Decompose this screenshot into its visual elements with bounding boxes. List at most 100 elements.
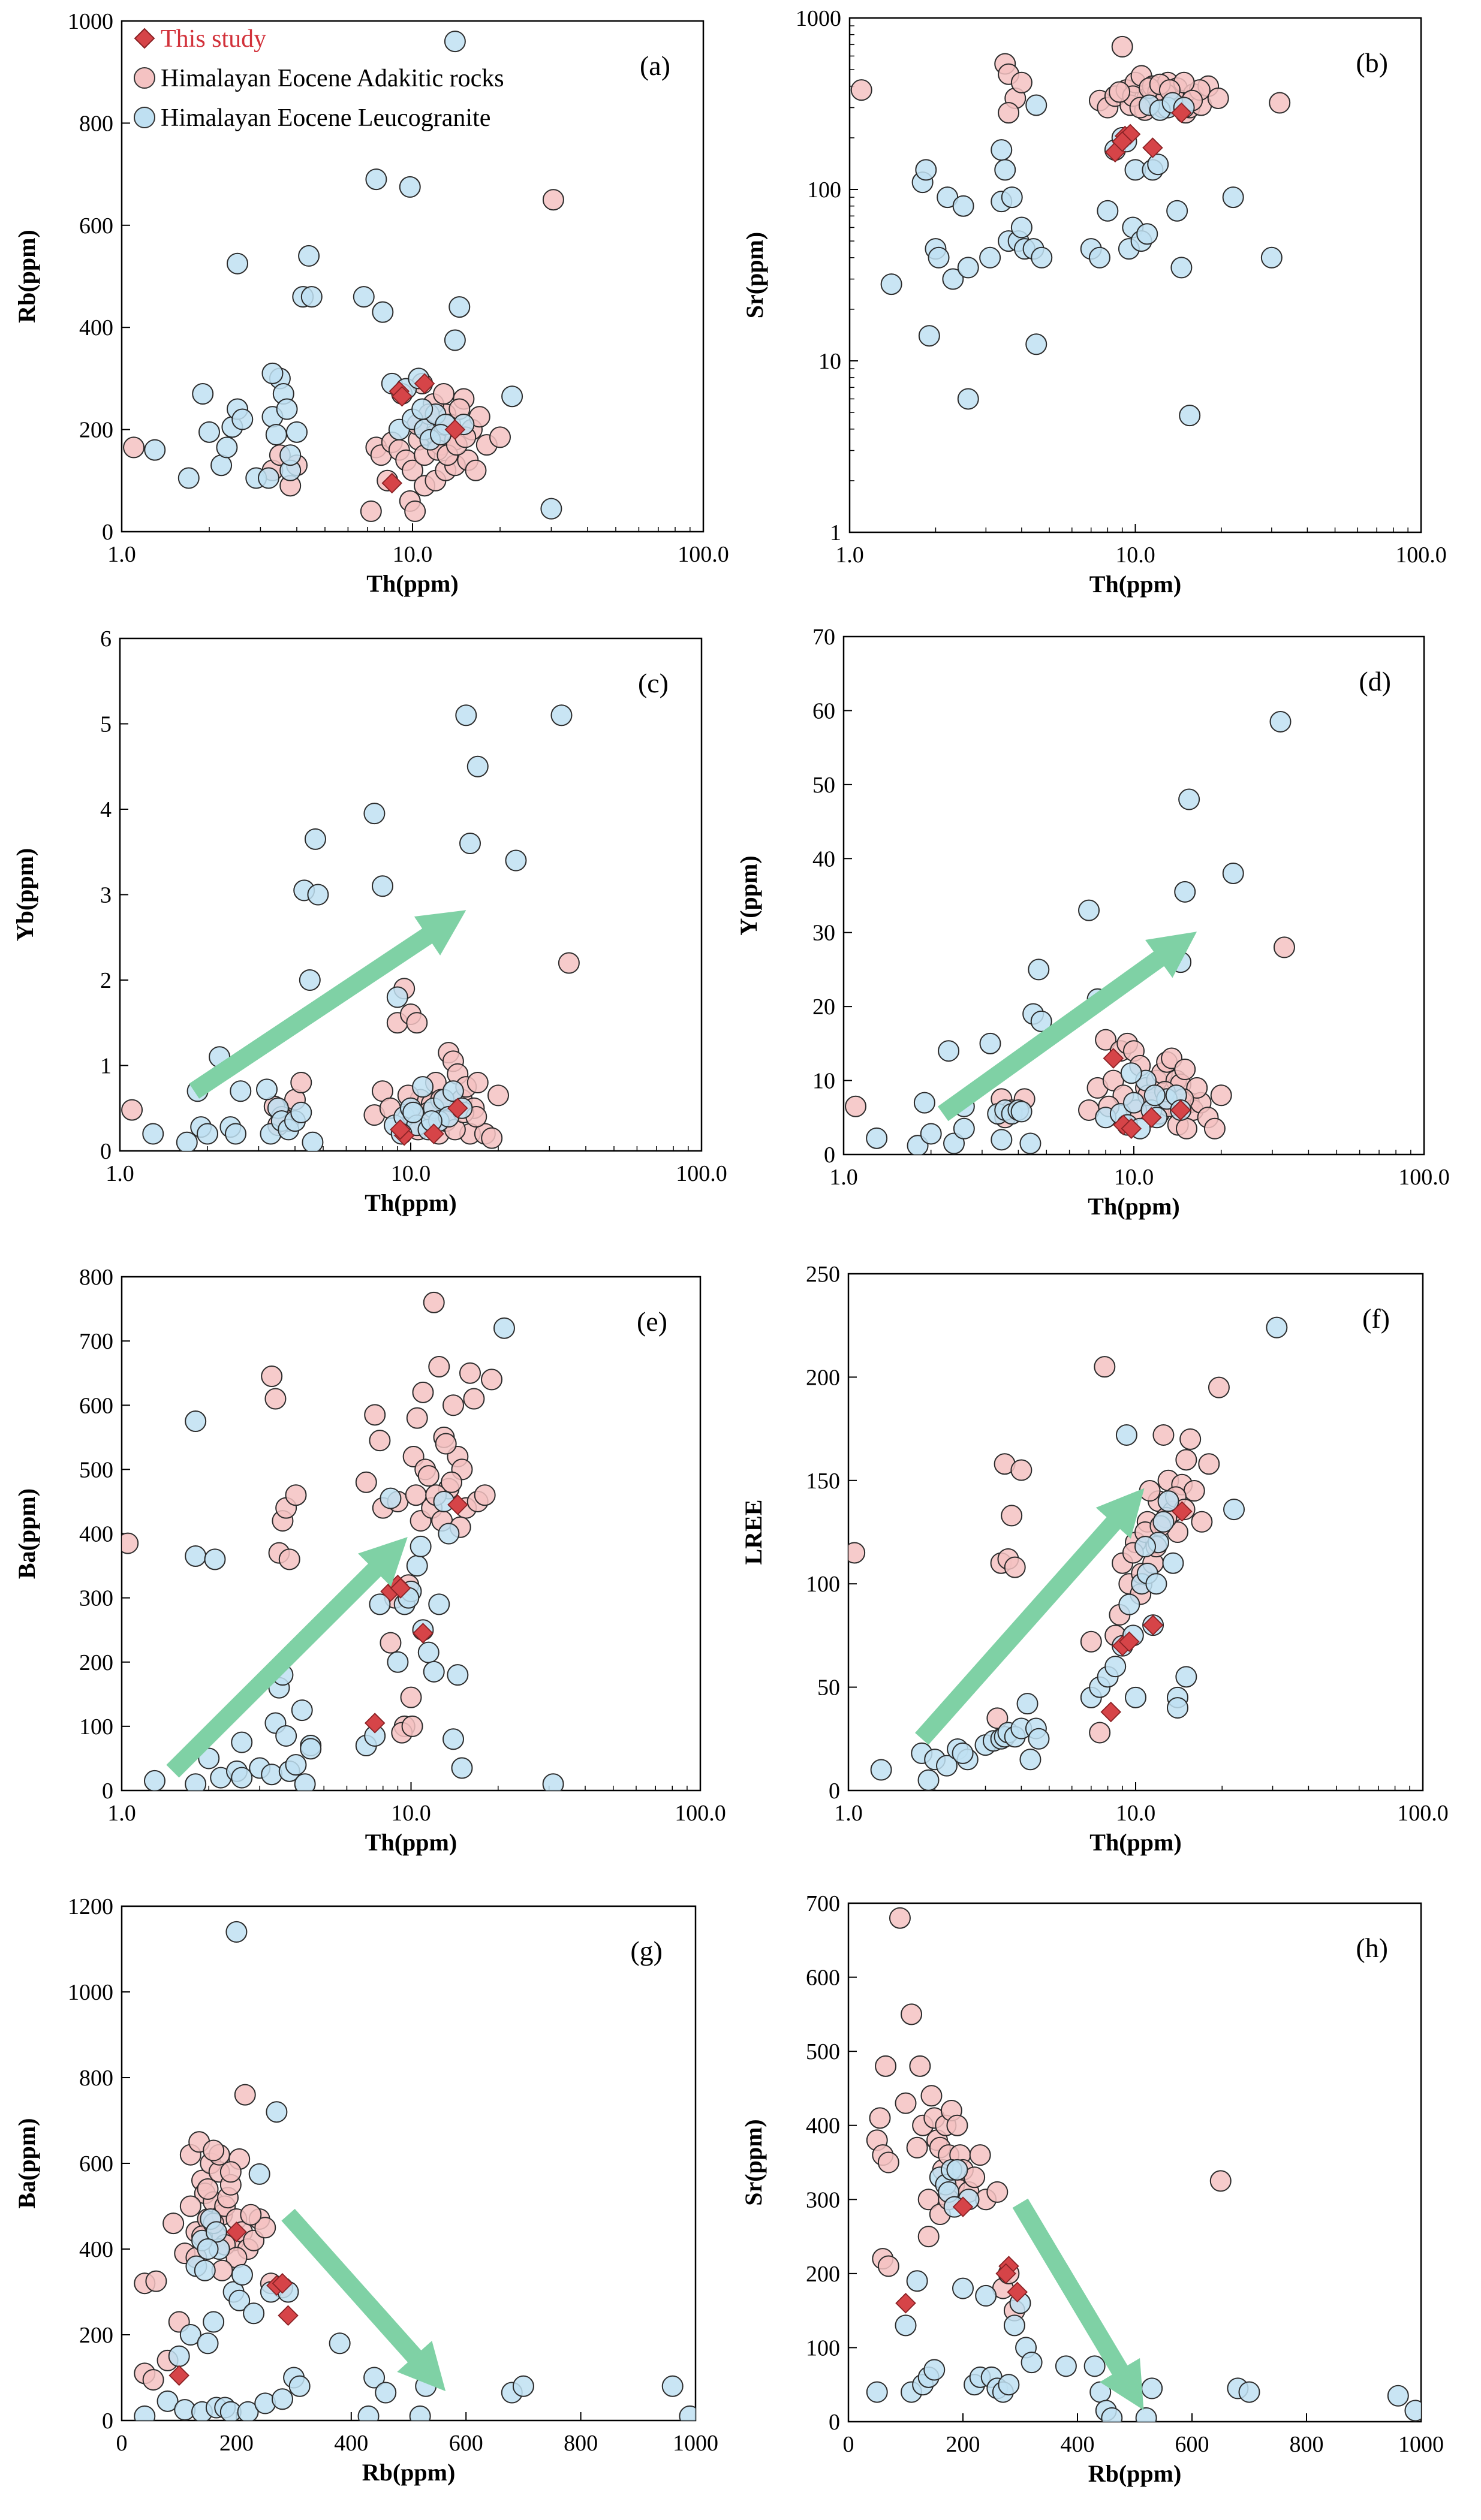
y-tick-label: 100 xyxy=(79,1714,113,1740)
point-adakitic xyxy=(1094,1356,1116,1378)
point-adakitic xyxy=(1179,1428,1202,1450)
point-leucogranite xyxy=(957,257,979,279)
point-leucogranite xyxy=(1145,1573,1167,1595)
legend-item-leucogranite: Himalayan Eocene Leucogranite xyxy=(134,104,490,132)
y-axis-title: Ba(ppm) xyxy=(13,1488,40,1579)
trend-arrow xyxy=(1012,2198,1144,2410)
point-leucogranite xyxy=(936,1755,958,1777)
point-adakitic xyxy=(142,2369,164,2391)
point-adakitic xyxy=(1010,71,1033,94)
legend: This study Himalayan Eocene Adakitic roc… xyxy=(134,25,504,132)
series-leucogranite xyxy=(143,1317,564,1790)
point-this-study xyxy=(1121,1118,1142,1140)
y-tick-label: 200 xyxy=(806,2262,840,2287)
point-leucogranite xyxy=(1083,2355,1106,2377)
series-leucogranite xyxy=(866,2159,1421,2422)
x-tick-label: 100.0 xyxy=(1395,542,1447,568)
legend-marker-leucogranite xyxy=(134,107,155,128)
point-adakitic xyxy=(197,2178,219,2200)
y-tick-label: 400 xyxy=(79,2237,113,2262)
point-leucogranite xyxy=(1387,2385,1409,2407)
point-leucogranite xyxy=(991,1129,1013,1151)
point-leucogranite xyxy=(1260,246,1283,269)
y-tick-label: 400 xyxy=(806,2114,840,2139)
point-leucogranite xyxy=(870,1759,892,1781)
x-tick-label: 400 xyxy=(1061,2432,1095,2457)
point-leucogranite xyxy=(455,704,477,727)
y-tick-label: 1000 xyxy=(796,6,841,31)
point-leucogranite xyxy=(1125,1686,1146,1708)
point-adakitic xyxy=(1208,1376,1230,1398)
point-adakitic xyxy=(121,1099,143,1121)
point-adakitic xyxy=(369,1430,391,1452)
point-leucogranite xyxy=(285,1754,307,1776)
y-tick-label: 100 xyxy=(806,1572,840,1597)
point-adakitic xyxy=(986,2181,1009,2203)
y-axis: 0 100 200 300 400 500 600 700 Sr(ppm) xyxy=(740,1891,857,2435)
point-adakitic xyxy=(917,2226,940,2248)
x-tick-label: 200 xyxy=(946,2432,980,2457)
point-adakitic xyxy=(432,382,454,405)
series-this-study xyxy=(1100,1501,1193,1723)
point-leucogranite xyxy=(1115,1424,1137,1446)
x-tick-label: 1.0 xyxy=(107,542,136,567)
point-leucogranite xyxy=(1021,2352,1043,2374)
point-adakitic xyxy=(1080,1630,1102,1653)
point-this-study xyxy=(1103,1048,1124,1069)
point-adakitic xyxy=(1174,1059,1196,1081)
point-this-study xyxy=(226,2221,247,2242)
y-tick-label: 100 xyxy=(807,177,841,203)
x-axis-title: Th(ppm) xyxy=(366,570,458,597)
point-leucogranite xyxy=(1031,246,1053,269)
point-leucogranite xyxy=(276,398,298,420)
panel-label: (a) xyxy=(640,50,670,81)
point-adakitic xyxy=(179,2195,201,2217)
point-this-study xyxy=(447,1494,468,1515)
point-leucogranite xyxy=(1025,94,1047,116)
point-leucogranite xyxy=(998,2374,1020,2396)
point-leucogranite xyxy=(261,362,284,384)
point-leucogranite xyxy=(1135,2407,1157,2422)
point-adakitic xyxy=(240,2204,262,2226)
point-leucogranite xyxy=(412,1076,434,1098)
point-adakitic xyxy=(380,1632,402,1654)
plot-frame xyxy=(121,1276,702,1792)
point-leucogranite xyxy=(1003,2314,1025,2337)
point-leucogranite xyxy=(285,421,308,443)
y-tick-label: 6 xyxy=(100,626,112,652)
data-marks xyxy=(121,704,580,1151)
point-leucogranite xyxy=(210,454,233,477)
point-leucogranite xyxy=(243,2302,265,2325)
point-leucogranite xyxy=(380,1487,402,1509)
legend-marker-adakitic xyxy=(134,67,155,89)
point-adakitic xyxy=(906,2136,928,2159)
point-leucogranite xyxy=(288,2375,311,2397)
y-tick-label: 0 xyxy=(829,2410,840,2435)
point-leucogranite xyxy=(231,1767,253,1789)
point-this-study xyxy=(1119,1631,1140,1653)
point-adakitic xyxy=(1183,1480,1205,1502)
point-leucogranite xyxy=(1089,2381,1112,2403)
trend-arrow xyxy=(915,1488,1145,1745)
point-adakitic xyxy=(869,2107,891,2129)
point-adakitic xyxy=(466,1072,489,1093)
point-adakitic xyxy=(986,1707,1009,1729)
x-tick-label: 200 xyxy=(219,2431,254,2456)
point-leucogranite xyxy=(1174,881,1196,903)
point-leucogranite xyxy=(144,439,166,461)
y-tick-label: 1 xyxy=(100,1054,112,1079)
point-leucogranite xyxy=(975,2284,997,2307)
chart-panel-c: 1.0 10.0 100.0 Th(ppm) 0 1 2 3 4 5 6 Yb(ppm) (c) xyxy=(11,626,727,1216)
point-leucogranite xyxy=(299,969,321,991)
point-leucogranite xyxy=(185,1545,207,1567)
point-leucogranite xyxy=(1166,200,1188,222)
series-adakitic xyxy=(122,1291,502,1744)
x-tick-label: 10.0 xyxy=(1114,1165,1154,1190)
point-adakitic xyxy=(1176,1117,1198,1140)
point-adakitic xyxy=(998,102,1020,124)
point-leucogranite xyxy=(387,1651,409,1673)
point-this-study xyxy=(413,1623,434,1644)
point-adakitic xyxy=(850,79,872,101)
point-leucogranite xyxy=(928,246,950,269)
point-adakitic xyxy=(278,1548,300,1571)
